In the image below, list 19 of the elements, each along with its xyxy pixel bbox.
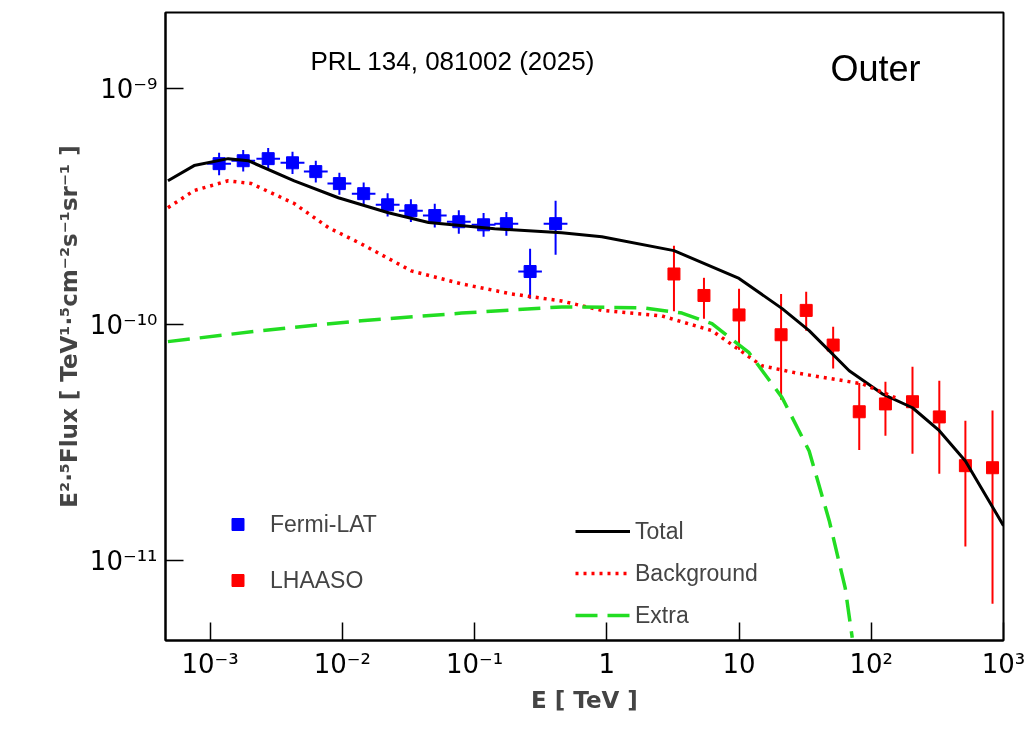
y-tick-label: 10⁻¹⁰ [89, 309, 158, 340]
x-tick-label: 1 [598, 648, 616, 679]
annotation: PRL 134, 081002 (2025) [310, 45, 595, 76]
y-tick-label: 10⁻¹¹ [89, 545, 158, 576]
legend-label: Extra [635, 601, 689, 629]
y-tick-label: 10⁻⁹ [100, 73, 158, 104]
x-tick-label: 10 [722, 648, 756, 679]
x-tick-label: 10⁻³ [181, 648, 239, 679]
legend-label: LHAASO [270, 566, 364, 594]
x-tick-label: 10⁻¹ [445, 648, 504, 679]
legend-label: Fermi-LAT [270, 510, 377, 538]
legend-label: Background [635, 559, 758, 587]
x-axis-title: E [ TeV ] [531, 686, 638, 713]
annotation: Outer [830, 47, 921, 89]
legend-label: Total [635, 517, 684, 545]
x-tick-label: 10² [849, 648, 894, 679]
x-tick-label: 10³ [981, 648, 1026, 679]
x-tick-label: 10⁻² [313, 648, 371, 679]
y-axis-title: E²·⁵Flux [ TeV¹·⁵cm⁻²s⁻¹sr⁻¹ ] [55, 145, 82, 508]
